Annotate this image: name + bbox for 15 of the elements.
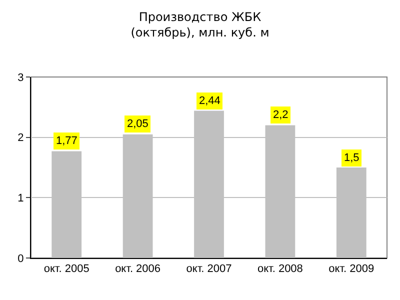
data-label: 2,05 (127, 118, 148, 130)
x-tick-label: окт. 2006 (115, 263, 161, 276)
data-label: 2,2 (273, 109, 288, 121)
chart-title: Производство ЖБК (октябрь), млн. куб. м (130, 10, 270, 40)
y-tick-label: 0 (18, 252, 24, 265)
x-tick-label: окт. 2007 (186, 263, 232, 276)
y-tick-label: 1 (18, 192, 24, 205)
x-tick-label: окт. 2009 (328, 263, 374, 276)
data-label: 1,5 (344, 152, 360, 164)
y-tick-label: 2 (18, 132, 24, 144)
x-tick-label: окт. 2008 (257, 263, 303, 276)
x-tick-label: окт. 2005 (44, 263, 90, 276)
data-label: 2,44 (199, 95, 220, 107)
data-label: 1,77 (56, 135, 78, 147)
y-tick-label: 3 (18, 72, 24, 84)
